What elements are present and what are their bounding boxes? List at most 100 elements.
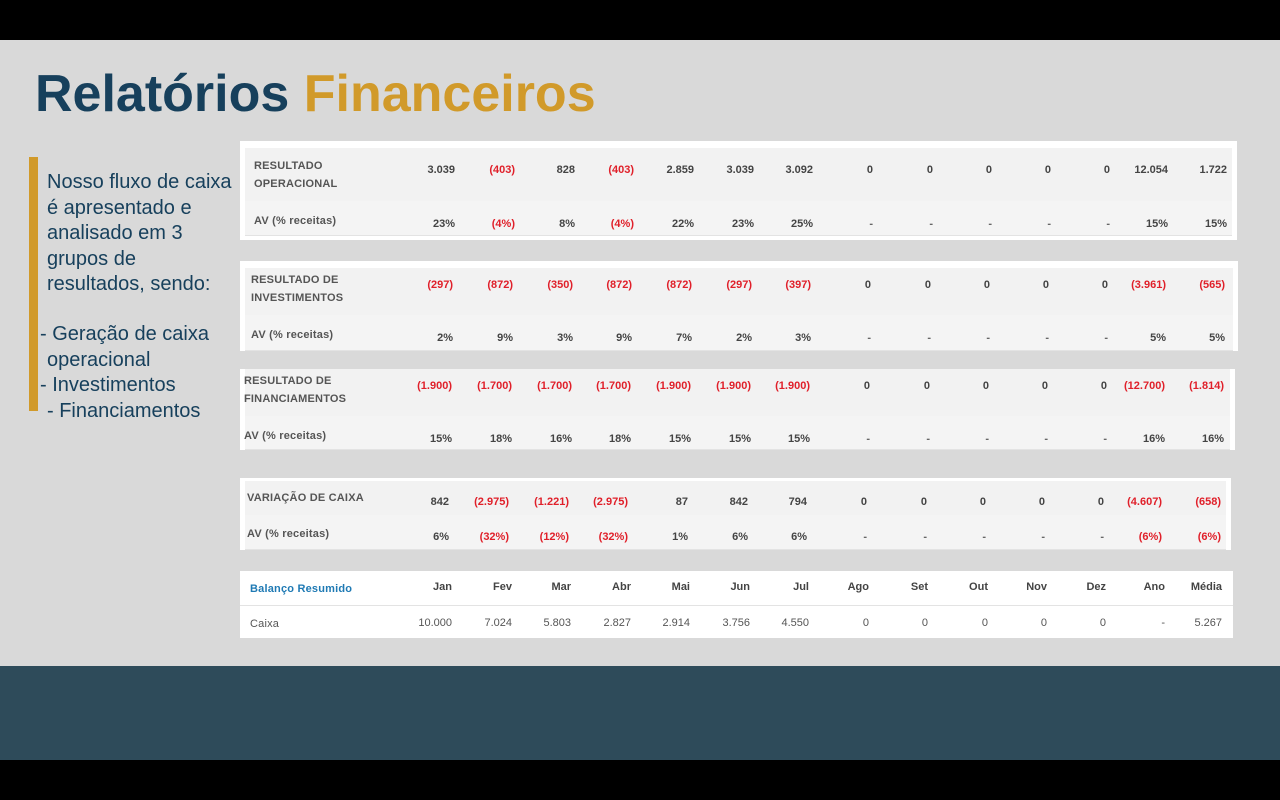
av-cell: 15% xyxy=(787,433,810,445)
table-cell: 0 xyxy=(924,279,931,291)
av-cell: - xyxy=(1047,218,1051,230)
av-cell: - xyxy=(923,531,927,543)
av-cell: - xyxy=(867,332,871,344)
av-cell: 22% xyxy=(671,218,694,230)
table-cell: (4.607) xyxy=(1127,496,1162,508)
av-cell: - xyxy=(988,218,992,230)
av-cell: (4%) xyxy=(610,218,634,230)
av-cell: 3% xyxy=(557,332,573,344)
list-item: - Investimentos xyxy=(40,374,176,396)
balanco-cell: 5.267 xyxy=(1194,617,1222,629)
balanco-cell: 0 xyxy=(981,617,988,629)
table-cell: (1.221) xyxy=(534,496,569,508)
av-cell: - xyxy=(926,433,930,445)
column-header: Dez xyxy=(1086,581,1106,593)
bottom-letterbox xyxy=(0,760,1280,800)
table-cell: (403) xyxy=(608,164,634,176)
balanco-cell: 0 xyxy=(921,617,928,629)
column-header: Nov xyxy=(1026,581,1047,593)
table-row-av xyxy=(245,201,1232,236)
av-cell: 18% xyxy=(608,433,631,445)
balanco-card xyxy=(240,571,1233,638)
table-cell: (297) xyxy=(427,279,453,291)
top-letterbox xyxy=(0,0,1280,40)
table-cell: 0 xyxy=(985,164,992,176)
intro-text: Nosso fluxo de caixa é apresentado e ana… xyxy=(47,171,232,295)
table-row xyxy=(245,369,1230,417)
av-cell: 15% xyxy=(1204,218,1227,230)
table-cell: 0 xyxy=(1038,496,1045,508)
table-cell: 842 xyxy=(430,496,449,508)
list-item: operacional xyxy=(47,348,151,371)
table-cell: (403) xyxy=(489,164,515,176)
table-cell: 2.859 xyxy=(666,164,694,176)
accent-bar xyxy=(29,157,38,411)
table-cell: 0 xyxy=(860,496,867,508)
balanco-cell: 10.000 xyxy=(418,617,452,629)
av-cell: - xyxy=(866,433,870,445)
table-cell: 0 xyxy=(863,380,870,392)
table-cell: (1.900) xyxy=(417,380,452,392)
av-cell: 6% xyxy=(732,531,748,543)
table-cell: (1.900) xyxy=(716,380,751,392)
table-row xyxy=(245,148,1232,202)
table-cell: 0 xyxy=(1100,380,1107,392)
balanco-cell: 0 xyxy=(1040,617,1047,629)
av-cell: 8% xyxy=(559,218,575,230)
table-cell: 3.092 xyxy=(785,164,813,176)
table-cell: 3.039 xyxy=(427,164,455,176)
av-cell: - xyxy=(1104,332,1108,344)
av-cell: - xyxy=(982,531,986,543)
av-cell: - xyxy=(869,218,873,230)
table-cell: 12.054 xyxy=(1134,164,1168,176)
av-cell: - xyxy=(986,332,990,344)
av-cell: (32%) xyxy=(598,531,628,543)
table-cell: 0 xyxy=(1042,279,1049,291)
table-cell: 0 xyxy=(923,380,930,392)
column-header: Jun xyxy=(730,581,750,593)
table-cell: (297) xyxy=(726,279,752,291)
av-cell: (32%) xyxy=(479,531,509,543)
av-cell: 16% xyxy=(1201,433,1224,445)
av-cell: 15% xyxy=(1145,218,1168,230)
av-cell: 23% xyxy=(432,218,455,230)
table-cell: (2.975) xyxy=(474,496,509,508)
av-label: AV (% receitas) xyxy=(254,215,337,227)
slide-footer-band xyxy=(0,666,1280,760)
av-cell: 16% xyxy=(1142,433,1165,445)
av-cell: (6%) xyxy=(1197,531,1221,543)
table-cell: 3.039 xyxy=(726,164,754,176)
table-row xyxy=(245,268,1233,316)
column-header: Out xyxy=(969,581,988,593)
av-label: AV (% receitas) xyxy=(244,430,327,442)
table-card xyxy=(240,478,1231,550)
av-cell: 23% xyxy=(731,218,754,230)
av-cell: 5% xyxy=(1209,332,1225,344)
av-label: AV (% receitas) xyxy=(251,329,334,341)
title-part-2: Financeiros xyxy=(303,65,596,123)
table-card xyxy=(240,261,1238,351)
table-cell: 1.722 xyxy=(1199,164,1227,176)
table-cell: (1.700) xyxy=(537,380,572,392)
balanco-cell: 0 xyxy=(1099,617,1106,629)
row-label: RESULTADO DE FINANCIAMENTOS xyxy=(244,372,346,408)
row-label-line: RESULTADO DE xyxy=(244,375,332,387)
av-cell: - xyxy=(1041,531,1045,543)
balanco-cell: 5.803 xyxy=(543,617,571,629)
table-cell: (872) xyxy=(606,279,632,291)
row-label-line: FINANCIAMENTOS xyxy=(244,393,347,405)
column-header: Set xyxy=(910,581,928,593)
av-cell: (6%) xyxy=(1138,531,1162,543)
av-cell: 9% xyxy=(497,332,513,344)
row-label-line: VARIAÇÃO DE CAIXA xyxy=(247,492,364,504)
av-cell: - xyxy=(1103,433,1107,445)
table-cell: 0 xyxy=(983,279,990,291)
table-cell: (3.961) xyxy=(1131,279,1166,291)
table-cell: (1.900) xyxy=(775,380,810,392)
balanco-cell: 2.914 xyxy=(662,617,690,629)
balanco-cell: 0 xyxy=(862,617,869,629)
result-groups-list: - Geração de caixa operacional - Investi… xyxy=(40,322,209,424)
column-header: Abr xyxy=(612,581,631,593)
table-cell: (872) xyxy=(666,279,692,291)
av-cell: 6% xyxy=(791,531,807,543)
